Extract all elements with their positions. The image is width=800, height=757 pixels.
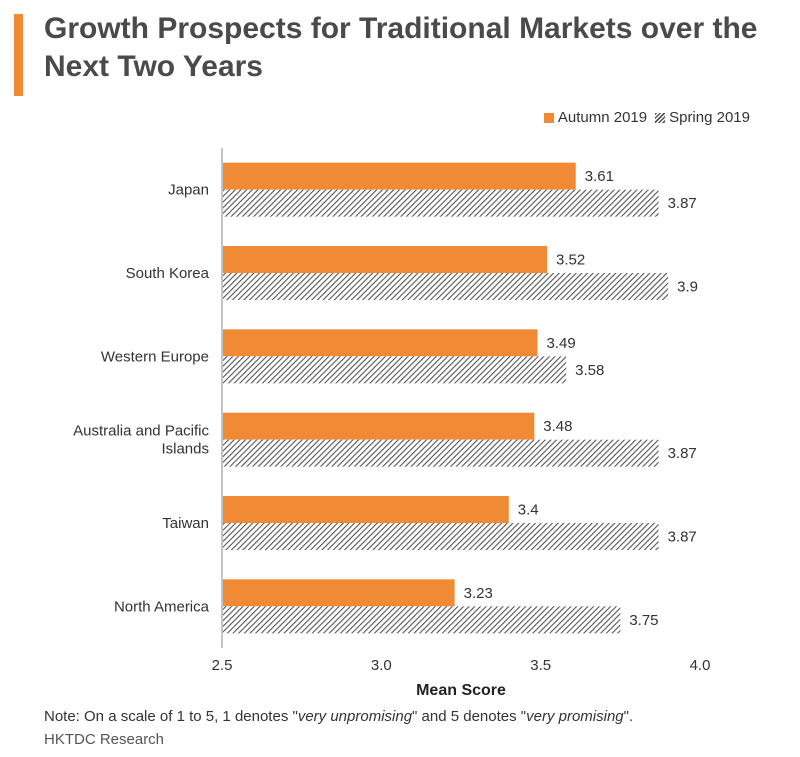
- x-tick-label: 3.0: [371, 657, 392, 674]
- note-middle: " and 5 denotes ": [412, 708, 527, 725]
- data-label-spring: 3.87: [668, 529, 697, 546]
- bar-spring: [223, 523, 659, 550]
- data-label-autumn: 3.61: [585, 168, 614, 185]
- data-label-autumn: 3.48: [543, 418, 572, 435]
- note-prefix: Note: On a scale of 1 to 5, 1 denotes ": [44, 708, 298, 725]
- bar-autumn: [223, 246, 548, 273]
- x-tick-label: 3.5: [530, 657, 551, 674]
- bar-autumn: [223, 412, 535, 440]
- category-label: Taiwan: [162, 515, 209, 532]
- bar-autumn: [223, 496, 509, 523]
- bar-spring: [223, 606, 621, 634]
- data-label-spring: 3.87: [668, 195, 697, 212]
- note-term-promising: very promising: [526, 708, 624, 725]
- category-label: Japan: [168, 182, 209, 199]
- bar-autumn: [223, 329, 538, 357]
- category-label: Western Europe: [101, 348, 209, 365]
- legend-item-autumn: Autumn 2019: [543, 109, 648, 126]
- bar-chart: Japan 3.61 3.87 South Korea 3.52 3.9 Western E…: [73, 148, 711, 699]
- x-axis-title: Mean Score: [416, 682, 506, 699]
- data-label-autumn: 3.23: [464, 585, 493, 602]
- legend-swatch-autumn: [543, 112, 554, 123]
- x-tick-label: 4.0: [690, 657, 711, 674]
- x-tick-label: 2.5: [212, 657, 233, 674]
- data-label-autumn: 3.52: [556, 252, 585, 269]
- data-label-spring: 3.58: [575, 362, 604, 379]
- source-credit: HKTDC Research: [44, 731, 165, 748]
- bar-autumn: [223, 579, 455, 607]
- data-label-spring: 3.9: [677, 279, 698, 296]
- legend-label-autumn: Autumn 2019: [557, 109, 648, 126]
- title-accent-bar: [14, 14, 23, 96]
- data-label-autumn: 3.4: [518, 502, 539, 519]
- bar-autumn: [223, 162, 576, 190]
- data-label-spring: 3.75: [629, 612, 658, 629]
- data-label-spring: 3.87: [668, 445, 697, 462]
- bar-spring: [223, 439, 659, 467]
- bar-spring: [223, 189, 659, 217]
- legend-item-spring: Spring 2019: [655, 109, 750, 126]
- legend-label-spring: Spring 2019: [669, 109, 750, 126]
- note-suffix: ".: [623, 708, 634, 725]
- footnote: Note: On a scale of 1 to 5, 1 denotes "v…: [44, 708, 633, 725]
- note-term-unpromising: very unpromising: [297, 708, 413, 725]
- chart-title: Growth Prospects for Traditional Markets…: [44, 12, 758, 83]
- bar-spring: [223, 273, 669, 300]
- data-label-autumn: 3.49: [546, 335, 575, 352]
- category-label: South Korea: [126, 265, 210, 282]
- category-label: Australia and Pacific Islands: [73, 423, 209, 458]
- legend: Autumn 2019 Spring 2019: [543, 109, 750, 126]
- legend-swatch-spring: [655, 112, 666, 123]
- category-label: North America: [114, 598, 210, 615]
- bar-spring: [223, 356, 567, 384]
